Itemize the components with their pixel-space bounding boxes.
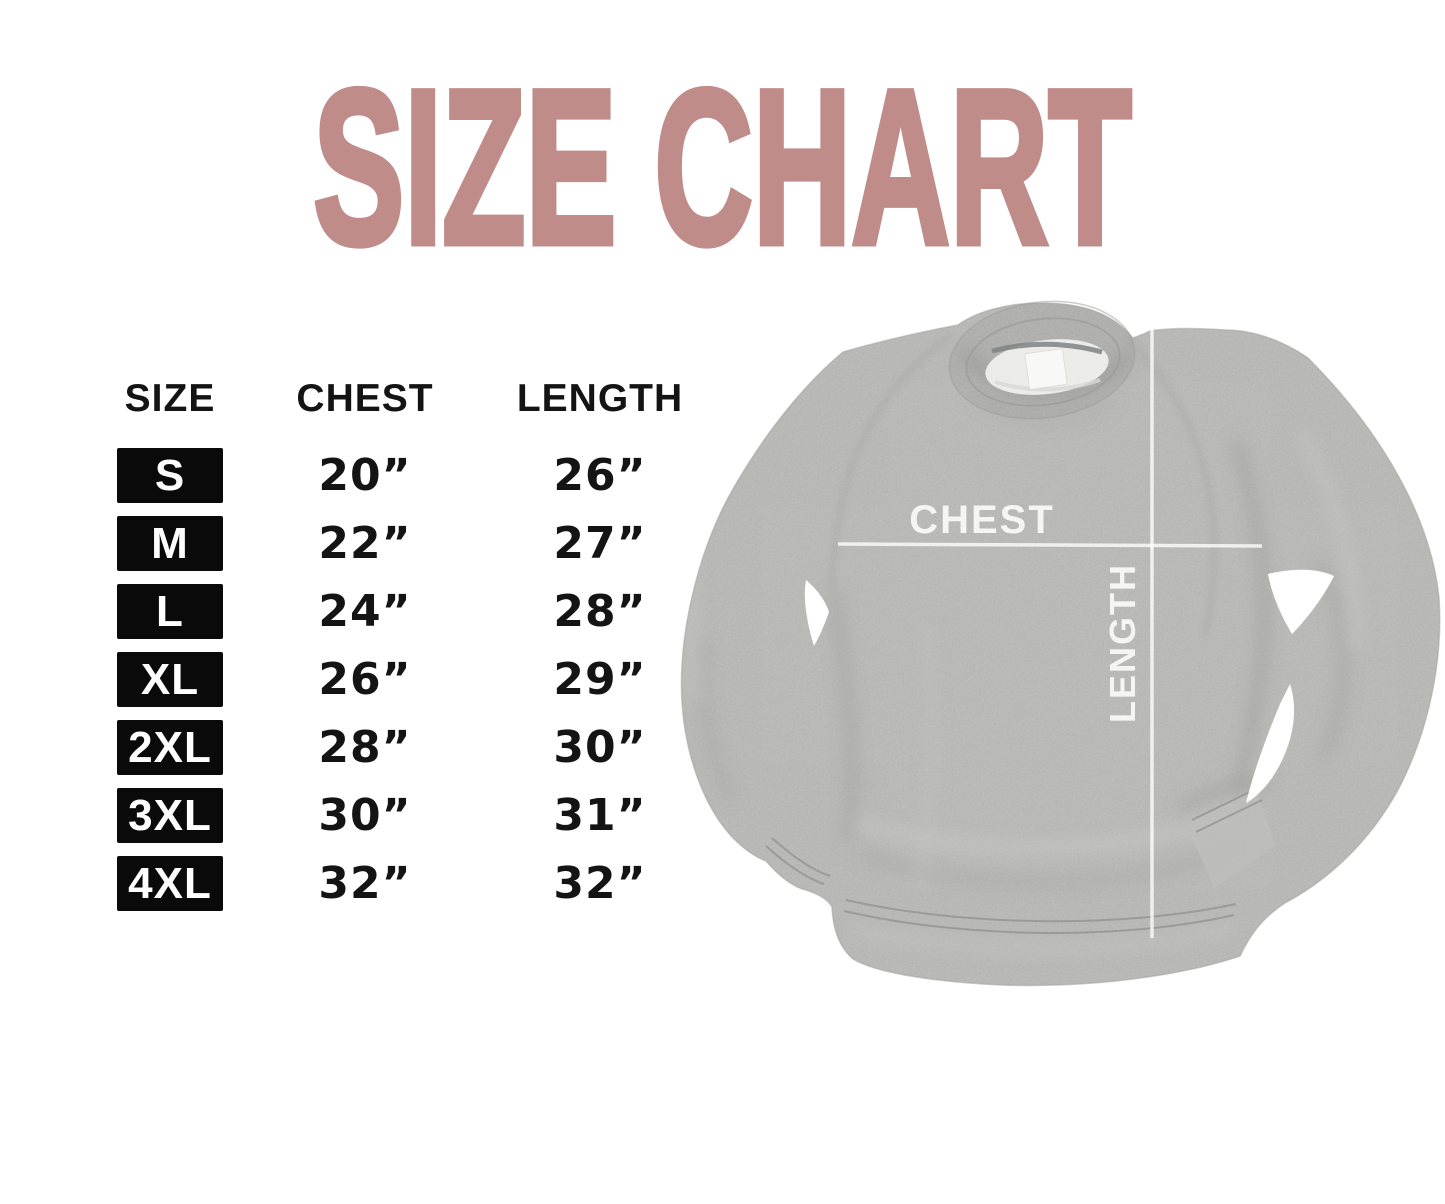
table-row: XL 26” 29” <box>95 652 715 707</box>
page-title: SIZE CHART <box>311 44 1134 290</box>
col-header-chest: CHEST <box>296 377 434 420</box>
col-header-size: SIZE <box>124 377 216 420</box>
table-row: 4XL 32” 32” <box>95 856 715 911</box>
length-value: 32” <box>553 858 647 909</box>
length-value: 30” <box>553 722 647 773</box>
length-value: 31” <box>553 790 647 841</box>
back-neck-seam <box>991 341 1103 355</box>
sweatshirt-illustration: CHEST LENGTH <box>680 300 1441 987</box>
size-badge: 4XL <box>117 856 223 911</box>
chest-value: 30” <box>318 790 412 841</box>
hem-stitching <box>765 787 1263 934</box>
table-row: 2XL 28” 30” <box>95 720 715 775</box>
background-gaps <box>804 569 1334 803</box>
length-value: 27” <box>553 518 647 569</box>
length-value: 26” <box>553 450 647 501</box>
table-row: L 24” 28” <box>95 584 715 639</box>
table-row: S 20” 26” <box>95 448 715 503</box>
chest-value: 22” <box>318 518 412 569</box>
chest-value: 32” <box>318 858 412 909</box>
length-label: LENGTH <box>1102 563 1143 723</box>
chest-value: 26” <box>318 654 412 705</box>
chest-value: 24” <box>318 586 412 637</box>
sweatshirt-outline <box>680 302 1441 987</box>
size-badge: S <box>117 448 223 503</box>
size-badge: L <box>117 584 223 639</box>
neck-tag <box>1024 348 1068 390</box>
col-header-length: LENGTH <box>516 377 684 420</box>
seam-stitching <box>830 335 1216 635</box>
length-value: 29” <box>553 654 647 705</box>
chest-label: CHEST <box>909 498 1055 542</box>
length-value: 28” <box>553 586 647 637</box>
size-badge: 2XL <box>117 720 223 775</box>
chest-measure-line <box>837 542 1263 548</box>
size-badge: XL <box>117 652 223 707</box>
chest-value: 28” <box>318 722 412 773</box>
size-badge: 3XL <box>117 788 223 843</box>
size-badge: M <box>117 516 223 571</box>
table-row: M 22” 27” <box>95 516 715 571</box>
size-table: S 20” 26” M 22” 27” L 24” 28” XL 26” 29”… <box>95 448 715 924</box>
collar-outer-seam <box>948 300 1136 420</box>
right-cuff <box>1186 790 1276 888</box>
table-row: 3XL 30” 31” <box>95 788 715 843</box>
chest-value: 20” <box>318 450 412 501</box>
lining-shadow <box>994 378 1101 392</box>
sweatshirt-body <box>681 303 1440 986</box>
size-table-header: SIZE CHEST LENGTH <box>95 377 715 420</box>
collar-inner-seam <box>965 317 1121 407</box>
